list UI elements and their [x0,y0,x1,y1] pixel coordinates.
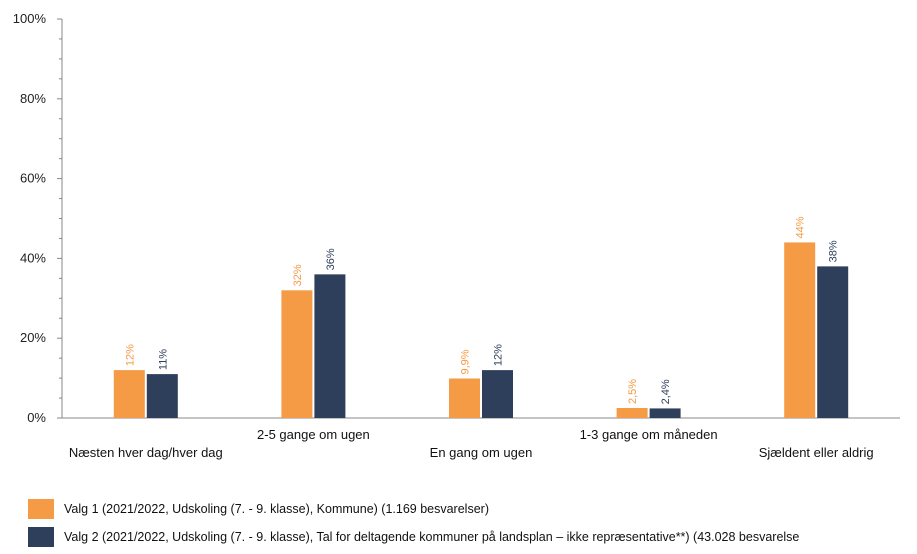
data-label-series-1: 12% [124,344,136,366]
data-label-series-1: 9,9% [460,349,472,374]
legend-item-series-1: Valg 1 (2021/2022, Udskoling (7. - 9. kl… [28,498,917,520]
legend-swatch-series-1 [28,499,54,519]
x-category-label: 1-3 gange om måneden [580,427,718,442]
data-label-series-1: 2,5% [627,379,639,404]
data-label-series-1: 32% [292,264,304,286]
data-label-series-1: 44% [795,216,807,238]
bar-series-2 [649,408,681,418]
bar-chart: 0% 20% 40% 60% 80% 100% 12% 11% 32% 36% 9,9% 12% 2,… [13,11,900,460]
y-tick-label: 40% [20,250,46,265]
bar-series-1 [449,378,480,418]
legend-item-series-2: Valg 2 (2021/2022, Udskoling (7. - 9. kl… [28,526,917,548]
legend-label-series-1: Valg 1 (2021/2022, Udskoling (7. - 9. kl… [64,502,489,516]
bar-series-2 [314,274,346,418]
legend-swatch-series-2 [28,527,54,547]
data-label-series-2: 12% [493,344,505,366]
y-tick-label: 80% [20,91,46,106]
bar-series-1 [113,370,145,418]
x-axis-categories: Næsten hver dag/hver dag 2-5 gange om uge… [69,427,874,460]
data-label-series-2: 11% [157,349,169,370]
x-category-label: Næsten hver dag/hver dag [69,445,223,460]
bar-series-2 [146,374,178,418]
data-label-series-2: 38% [828,240,840,262]
y-tick-label: 60% [20,171,46,186]
x-category-label: 2-5 gange om ugen [257,427,370,442]
bar-series-1 [616,408,648,418]
y-tick-label: 0% [27,410,46,425]
data-label-series-2: 36% [325,248,337,270]
y-tick-label: 100% [13,11,47,26]
bars [113,242,849,418]
bar-series-1 [784,242,816,418]
x-category-label: En gang om ugen [430,445,533,460]
data-label-series-2: 2,4% [660,379,672,404]
data-labels: 12% 11% 32% 36% 9,9% 12% 2,5% 2,4% 44% 38% [124,216,839,404]
legend-label-series-2: Valg 2 (2021/2022, Udskoling (7. - 9. kl… [64,530,800,544]
bar-series-2 [817,266,849,418]
bar-series-1 [281,290,313,418]
x-category-label: Sjældent eller aldrig [759,445,874,460]
y-axis-ticks: 0% 20% 40% 60% 80% 100% [13,11,62,425]
y-tick-label: 20% [20,330,46,345]
legend: Valg 1 (2021/2022, Udskoling (7. - 9. kl… [28,498,917,554]
bar-series-2 [482,370,513,418]
